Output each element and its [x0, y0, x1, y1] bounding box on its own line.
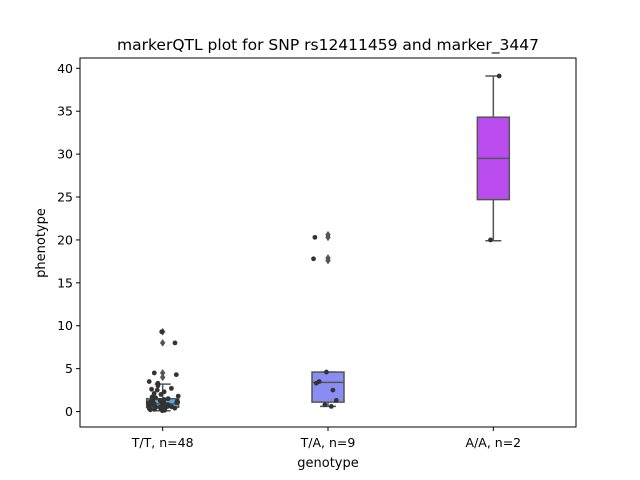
y-tick-label: 30	[57, 147, 73, 162]
data-point	[149, 386, 154, 392]
data-point	[151, 401, 157, 407]
data-point	[173, 372, 179, 378]
data-point	[159, 329, 165, 335]
box-group-2	[476, 75, 511, 242]
x-tick-label: T/T, n=48	[131, 435, 194, 450]
x-axis-label: genotype	[297, 456, 358, 471]
strip-points-1	[311, 234, 339, 409]
data-point	[165, 396, 171, 402]
y-tick-label: 5	[65, 361, 73, 376]
outlier-marker	[325, 254, 331, 262]
x-tick-label: A/A, n=2	[466, 435, 522, 450]
outlier-marker	[159, 369, 166, 377]
y-axis-label: phenotype	[34, 208, 49, 278]
outlier-marker	[159, 338, 166, 347]
data-point	[158, 391, 164, 397]
data-point	[161, 397, 167, 402]
data-point	[322, 402, 328, 408]
data-point	[333, 397, 339, 403]
plot-area	[145, 73, 511, 414]
data-point	[312, 234, 318, 240]
x-tick-label: T/A, n=9	[300, 435, 356, 450]
data-point	[172, 340, 178, 346]
data-point	[151, 391, 157, 396]
data-point	[168, 385, 174, 391]
data-point	[174, 398, 180, 404]
outlier-marker	[159, 373, 166, 382]
iqr-box	[311, 371, 345, 403]
outlier-marker	[325, 230, 331, 239]
data-point	[151, 370, 157, 376]
data-point	[316, 379, 322, 384]
y-tick-label: 35	[57, 104, 73, 119]
y-tick-label: 0	[65, 404, 73, 419]
chart-title: markerQTL plot for SNP rs12411459 and ma…	[117, 36, 539, 55]
y-tick-label: 15	[57, 275, 73, 290]
data-point	[488, 237, 493, 243]
y-tick-label: 10	[57, 318, 73, 333]
data-point	[169, 404, 175, 410]
y-tick-label: 25	[57, 190, 73, 205]
strip-points-2	[488, 73, 502, 243]
data-point	[330, 387, 336, 393]
data-point	[155, 380, 161, 386]
data-point	[157, 397, 163, 403]
data-point	[161, 389, 167, 395]
data-point	[311, 256, 316, 262]
data-point	[496, 73, 502, 79]
y-axis: 0 5 10 15 20 25 30 35 40	[57, 61, 80, 419]
data-point	[324, 369, 329, 375]
strip-points-0	[145, 329, 181, 414]
y-tick-label: 40	[57, 61, 73, 76]
data-point	[175, 393, 181, 399]
data-point	[146, 379, 152, 384]
x-axis: T/T, n=48 T/A, n=9 A/A, n=2	[131, 427, 521, 450]
data-point	[154, 387, 160, 393]
data-point	[328, 404, 334, 409]
y-tick-label: 20	[57, 232, 73, 247]
